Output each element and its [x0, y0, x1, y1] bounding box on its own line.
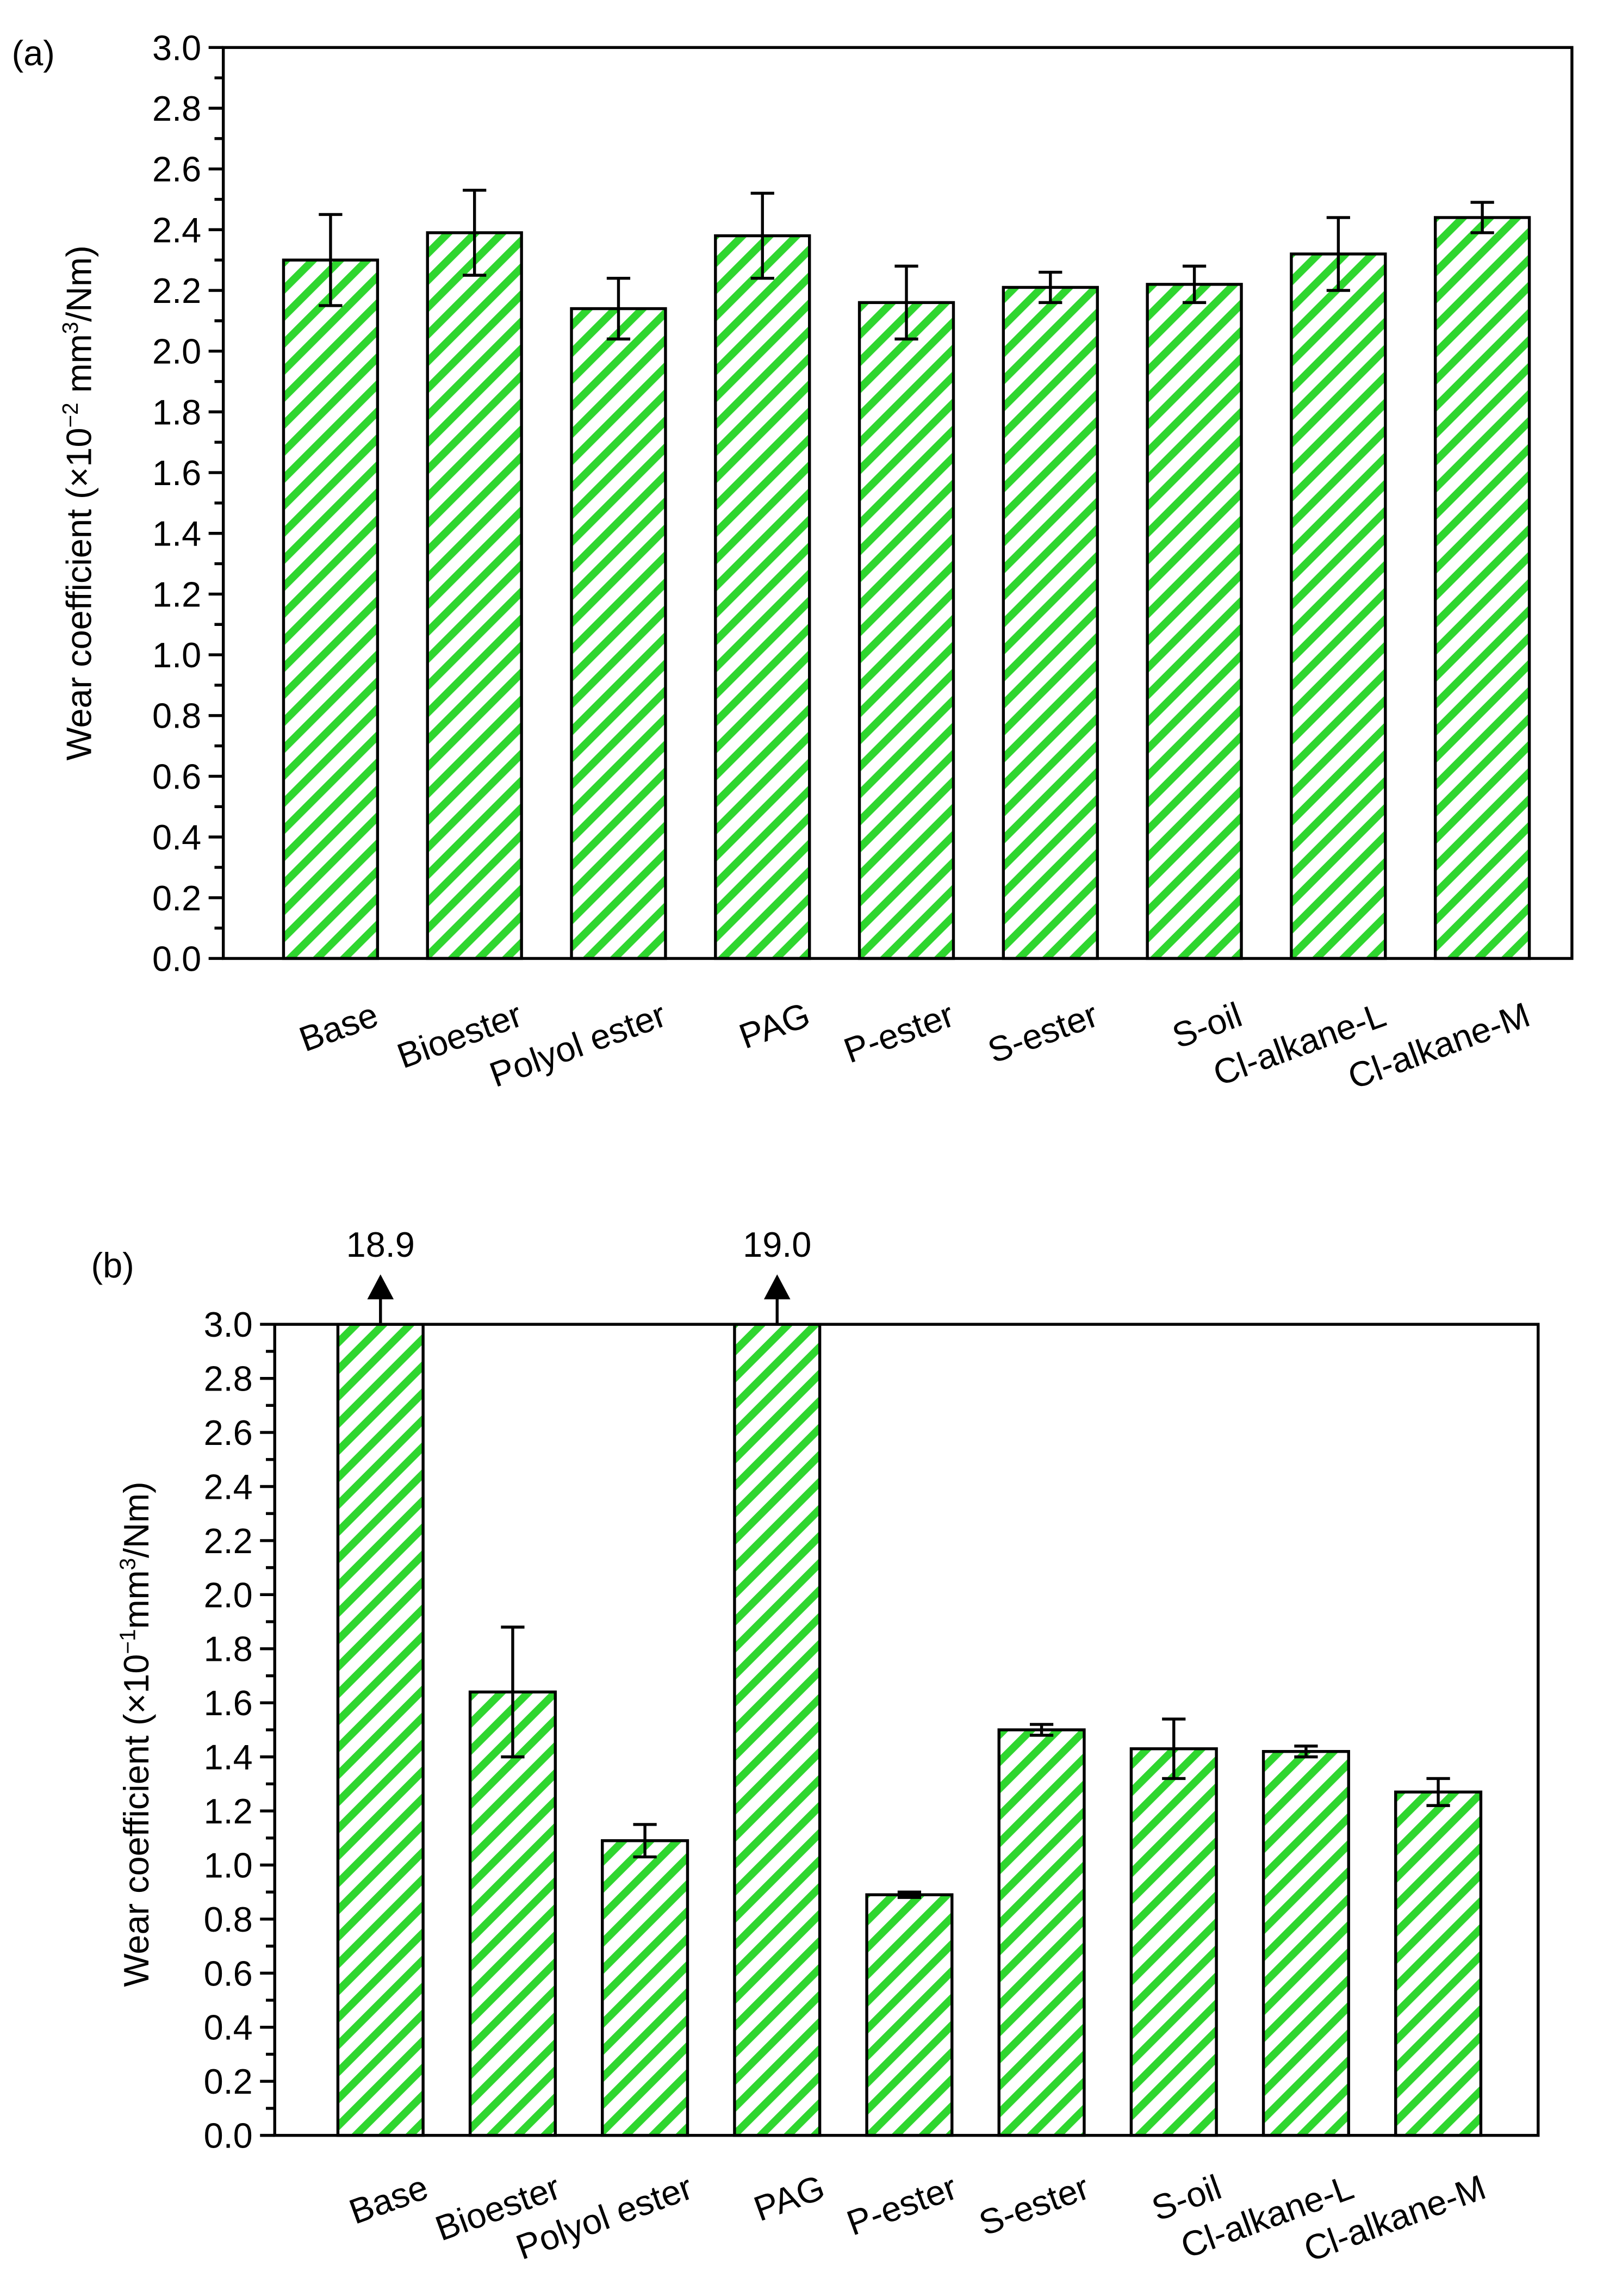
y-tick-label: 2.6 [204, 1413, 253, 1453]
y-tick-label: 0.0 [204, 2116, 253, 2156]
bar-pag [714, 234, 811, 960]
offscale-value-label: 19.0 [743, 1225, 811, 1264]
x-tick-label: Base [344, 2167, 433, 2232]
bar-cl-alkane-m [1394, 1790, 1483, 2137]
y-tick-label: 0.6 [204, 1953, 253, 1993]
error-bar [319, 213, 343, 307]
error-bar [463, 189, 487, 277]
y-axis-ticks: 0.0 0.2 0.4 0.6 0.8 1.0 1.2 1.4 1.6 1.8 2.0 2.2 2.4 2… [152, 28, 223, 978]
y-tick-label: 2.0 [204, 1575, 253, 1615]
y-tick-label: 2.6 [152, 150, 201, 189]
x-tick-label: S-ester [974, 2167, 1094, 2243]
y-tick-label: 0.2 [152, 878, 201, 918]
bar-base [336, 1323, 425, 2137]
bars [282, 216, 1531, 960]
offscale-annotations: 18.9 19.0 [346, 1225, 811, 1325]
y-tick-label: 1.0 [204, 1845, 253, 1885]
y-tick-label: 1.0 [152, 635, 201, 675]
bar-s-ester [997, 1728, 1086, 2137]
chart-panel-a: (a) Wear coefficient (×10−2 mm3/Nm) 0.00… [12, 28, 1574, 1097]
error-bar [633, 1823, 657, 1859]
offscale-value-label: 18.9 [346, 1225, 415, 1264]
offscale-arrow: 19.0 [743, 1225, 811, 1325]
error-bars [319, 189, 1494, 341]
error-bar [1162, 1717, 1186, 1780]
x-tick-label: PAG [749, 2167, 830, 2229]
bar-cl-alkane-m [1433, 216, 1531, 960]
y-axis-ticks: 0.0 0.2 0.4 0.6 0.8 1.0 1.2 1.4 1.6 1.8 2.0 2.2 2.4 2… [204, 1305, 275, 2156]
offscale-arrow: 18.9 [346, 1225, 415, 1325]
bar-bioester [426, 231, 523, 960]
y-tick-label: 1.4 [204, 1737, 253, 1777]
y-tick-label: 1.8 [152, 392, 201, 432]
bar-polyol-ester [601, 1839, 689, 2137]
bar-s-ester [1002, 286, 1099, 960]
x-tick-label: P-ester [838, 995, 959, 1071]
error-bar [1426, 1777, 1450, 1807]
y-tick-label: 1.2 [152, 574, 201, 614]
chart-panel-b: (b) Wear coefficient (×10−1mm3/Nm) 0.00.… [91, 1225, 1540, 2269]
error-bar [1470, 201, 1494, 234]
bar-s-oil [1129, 1747, 1218, 2137]
y-tick-label: 2.2 [204, 1521, 253, 1561]
error-bar [894, 264, 918, 341]
error-bar [897, 1890, 922, 1899]
y-tick-label: 0.0 [152, 939, 201, 978]
y-tick-label: 1.4 [152, 514, 201, 554]
bar-pag [733, 1323, 822, 2137]
error-bar [1294, 1745, 1318, 1759]
x-tick-label: P-ester [842, 2167, 962, 2243]
error-bars [501, 1625, 1450, 1899]
y-tick-label: 2.2 [152, 271, 201, 311]
y-tick-label: 3.0 [152, 28, 201, 67]
error-bar [606, 277, 631, 341]
panel-label: (a) [12, 33, 55, 73]
error-bar [1039, 270, 1062, 305]
y-tick-label: 0.6 [152, 756, 201, 796]
x-tick-label: PAG [734, 995, 815, 1057]
bar-p-ester [865, 1893, 954, 2137]
error-bar [501, 1625, 525, 1759]
error-bar [1029, 1723, 1054, 1737]
y-axis-label: Wear coefficient (×10−1mm3/Nm) [115, 1481, 156, 1987]
y-tick-label: 1.6 [152, 453, 201, 493]
bar-cl-alkane-l [1290, 252, 1387, 960]
y-tick-label: 1.8 [204, 1629, 253, 1669]
y-tick-label: 0.4 [152, 817, 201, 857]
y-tick-label: 0.8 [204, 1900, 253, 1939]
y-tick-label: 2.0 [152, 332, 201, 371]
error-bar [1182, 264, 1207, 305]
x-tick-label: Base [294, 995, 383, 1059]
y-tick-label: 1.2 [204, 1791, 253, 1831]
error-bar [1326, 216, 1350, 292]
y-tick-label: 3.0 [204, 1305, 253, 1344]
y-tick-label: 2.4 [152, 210, 201, 250]
bar-s-oil [1146, 283, 1243, 960]
y-tick-label: 2.8 [204, 1359, 253, 1399]
y-tick-label: 1.6 [204, 1683, 253, 1723]
plot-frame [273, 1323, 1540, 2137]
bar-bioester [468, 1690, 557, 2137]
bars [336, 1323, 1483, 2137]
y-tick-label: 0.8 [152, 696, 201, 736]
y-axis-label: Wear coefficient (×10−2 mm3/Nm) [58, 245, 98, 760]
y-tick-label: 2.4 [204, 1467, 253, 1506]
bar-base [282, 258, 380, 960]
panel-label: (b) [91, 1245, 134, 1285]
x-tick-label: S-ester [983, 995, 1103, 1071]
plot-frame [221, 46, 1574, 960]
y-tick-label: 2.8 [152, 89, 201, 128]
bar-polyol-ester [570, 307, 667, 960]
y-tick-label: 0.2 [204, 2062, 253, 2101]
bar-p-ester [857, 301, 955, 960]
y-tick-label: 0.4 [204, 2008, 253, 2047]
error-bar [750, 191, 774, 280]
bar-cl-alkane-l [1261, 1749, 1350, 2137]
